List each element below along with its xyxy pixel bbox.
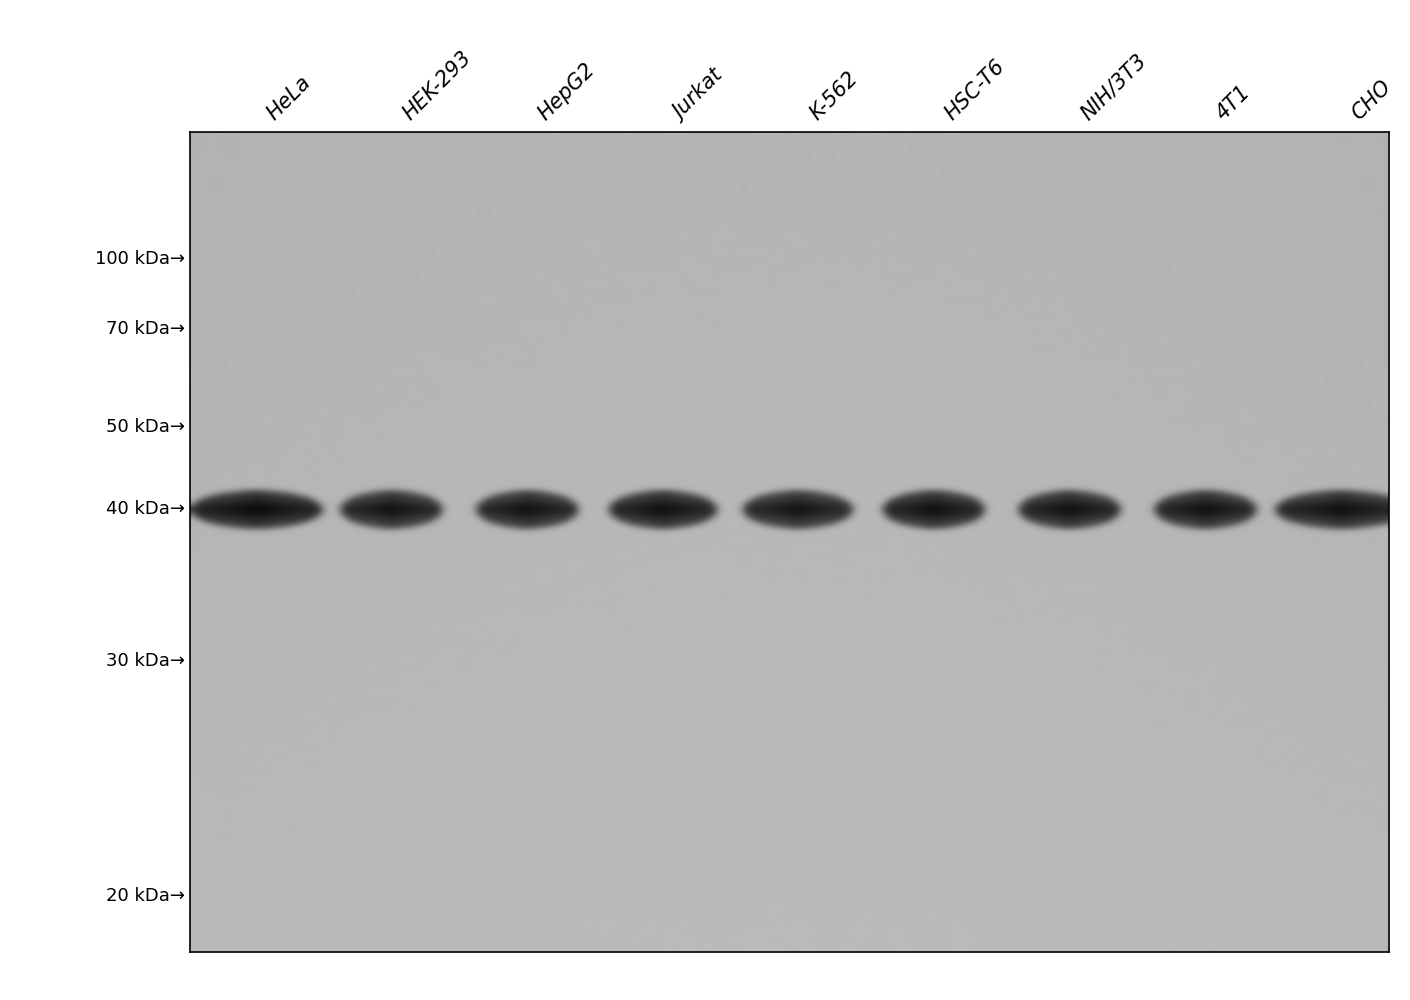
Text: 50 kDa→: 50 kDa→ — [106, 418, 185, 436]
Text: HEK-293: HEK-293 — [399, 48, 475, 124]
Text: HeLa: HeLa — [264, 72, 314, 124]
Text: 40 kDa→: 40 kDa→ — [106, 500, 185, 518]
Text: HSC-T6: HSC-T6 — [942, 56, 1008, 124]
Text: Jurkat: Jurkat — [670, 67, 728, 124]
Text: www.ptglab.com: www.ptglab.com — [255, 332, 298, 752]
Text: K-562: K-562 — [805, 68, 862, 124]
Text: HepG2: HepG2 — [534, 59, 599, 124]
Text: 30 kDa→: 30 kDa→ — [106, 652, 185, 670]
Text: 70 kDa→: 70 kDa→ — [106, 320, 185, 338]
Text: 100 kDa→: 100 kDa→ — [94, 250, 185, 268]
Text: CHO: CHO — [1348, 77, 1394, 124]
Text: NIH/3T3: NIH/3T3 — [1077, 51, 1151, 124]
Text: 20 kDa→: 20 kDa→ — [106, 887, 185, 905]
Text: 4T1: 4T1 — [1213, 82, 1255, 124]
